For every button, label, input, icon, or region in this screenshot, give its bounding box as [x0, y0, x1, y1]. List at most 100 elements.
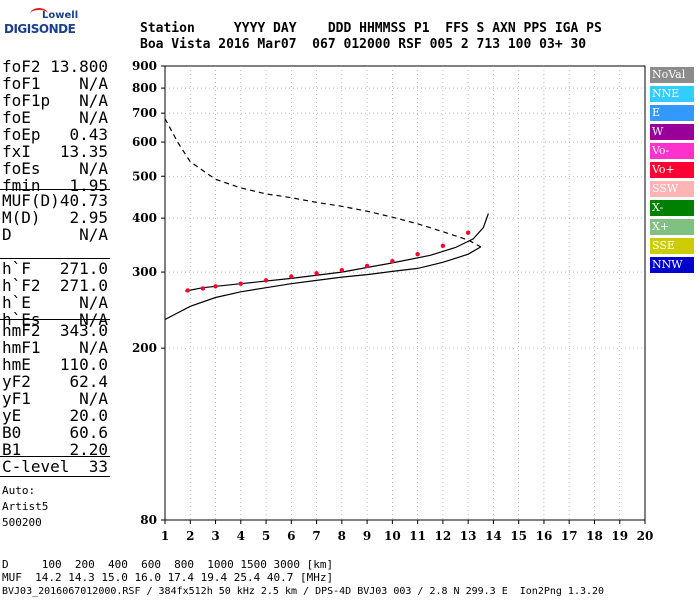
x-tick-label: 10: [384, 529, 401, 543]
station-header: Station YYYY DAY DDD HHMMSS P1 FFS S AXN…: [140, 21, 602, 53]
echo-point: [200, 286, 206, 291]
y-tick-label: 400: [132, 211, 157, 225]
x-tick-label: 7: [312, 529, 320, 543]
param-key: foF1: [2, 74, 41, 93]
param-value: N/A: [79, 74, 108, 93]
echo-point: [364, 263, 370, 269]
param-value: 110.0: [59, 355, 108, 374]
x-tick-label: 17: [561, 529, 578, 543]
logo-arc-icon: [30, 8, 48, 20]
y-tick-label: 80: [140, 513, 157, 527]
echo-point: [465, 230, 471, 235]
legend-item-x: X-: [650, 200, 694, 216]
legend-item-e: E: [650, 105, 694, 121]
echo-point: [339, 268, 345, 273]
param-key: h`F: [2, 259, 31, 278]
param-value: 2.20: [69, 440, 108, 459]
x-tick-label: 19: [611, 529, 628, 543]
profile-line-1: [164, 118, 482, 248]
param-row: h`F 271.0: [2, 259, 108, 278]
echo-point: [440, 243, 446, 249]
echo-point: [213, 284, 218, 289]
param-row: h`F2 271.0: [2, 278, 108, 294]
x-tick-label: 3: [211, 529, 219, 543]
param-key: foF2: [2, 57, 41, 76]
logo-line1: Lowell: [42, 10, 79, 21]
legend-item-nnw: NNW: [650, 257, 694, 273]
separator-line: [0, 476, 110, 477]
echo-point: [263, 278, 269, 283]
y-tick-label: 500: [132, 169, 157, 183]
echo-point: [185, 288, 190, 293]
param-row: hmF2 343.0: [2, 323, 108, 339]
param-value: N/A: [79, 389, 108, 408]
echo-point: [238, 281, 243, 286]
param-value: 20.0: [69, 406, 108, 425]
footer-distance-line: D 100 200 400 600 800 1000 1500 3000 [km…: [2, 558, 334, 571]
param-key: fxI: [2, 142, 31, 161]
param-value: 2.95: [69, 208, 108, 227]
param-value: N/A: [79, 159, 108, 178]
auto-scaling-line: Auto:: [2, 484, 36, 497]
param-value: 60.6: [69, 423, 108, 442]
header-line1: Station YYYY DAY DDD HHMMSS P1 FFS S AXN…: [140, 21, 602, 36]
param-key: yF1: [2, 389, 31, 408]
param-key: foEp: [2, 125, 41, 144]
plot-frame: [164, 65, 646, 521]
param-row: yF1 N/A: [2, 389, 108, 408]
param-row: M(D) 2.95: [2, 208, 108, 227]
x-tick-label: 15: [510, 529, 527, 543]
param-value: N/A: [79, 108, 108, 127]
param-row: foF1p N/A: [2, 91, 108, 110]
x-tick-label: 11: [409, 529, 426, 543]
param-key: M(D): [2, 208, 41, 227]
profile-line-0: [164, 246, 482, 321]
separator-line: [0, 456, 110, 457]
echo-point: [289, 274, 294, 279]
param-value: N/A: [79, 91, 108, 110]
param-key: hmE: [2, 355, 31, 374]
legend-item-ssw: SSW: [650, 181, 694, 197]
y-tick-label: 600: [132, 135, 157, 149]
legend-item-x: X+: [650, 219, 694, 235]
param-value: 13.35: [59, 142, 108, 161]
footer-muf-line: MUF 14.2 14.3 15.0 16.0 17.4 19.4 25.4 4…: [2, 571, 334, 584]
param-row: h`E N/A: [2, 293, 108, 312]
legend-item-vo: Vo-: [650, 143, 694, 159]
x-tick-label: 4: [237, 529, 245, 543]
separator-line: [0, 189, 110, 190]
param-key: D: [2, 225, 12, 244]
x-tick-label: 13: [460, 529, 477, 543]
param-row: yE 20.0: [2, 406, 108, 425]
param-value: 271.0: [59, 259, 108, 278]
legend-item-noval: NoVal: [650, 67, 694, 83]
param-value: N/A: [79, 293, 108, 312]
param-key: yF2: [2, 372, 31, 391]
param-row: C-level 33: [2, 457, 108, 476]
y-tick-label: 900: [132, 59, 157, 73]
param-row: B0 60.6: [2, 423, 108, 442]
auto-scaling-line: 500200: [2, 516, 42, 529]
param-value: 0.43: [69, 125, 108, 144]
legend-item-vo: Vo+: [650, 162, 694, 178]
legend-item-nne: NNE: [650, 86, 694, 102]
y-tick-label: 800: [132, 81, 157, 95]
param-row: fxI 13.35: [2, 142, 108, 161]
param-key: foEs: [2, 159, 41, 178]
separator-line: [0, 319, 110, 320]
param-row: yF2 62.4: [2, 372, 108, 391]
x-tick-label: 8: [338, 529, 346, 543]
param-value: 62.4: [69, 372, 108, 391]
param-key: C-level: [2, 457, 70, 476]
param-key: yE: [2, 406, 22, 425]
x-tick-label: 5: [262, 529, 270, 543]
x-tick-label: 1: [161, 529, 169, 543]
y-tick-label: 200: [132, 341, 157, 355]
param-key: foE: [2, 108, 31, 127]
param-value: N/A: [79, 225, 108, 244]
x-tick-label: 14: [485, 529, 502, 543]
param-row: foF2 13.800: [2, 57, 108, 76]
x-tick-label: 12: [435, 529, 452, 543]
auto-scaling-line: Artist5: [2, 500, 49, 513]
